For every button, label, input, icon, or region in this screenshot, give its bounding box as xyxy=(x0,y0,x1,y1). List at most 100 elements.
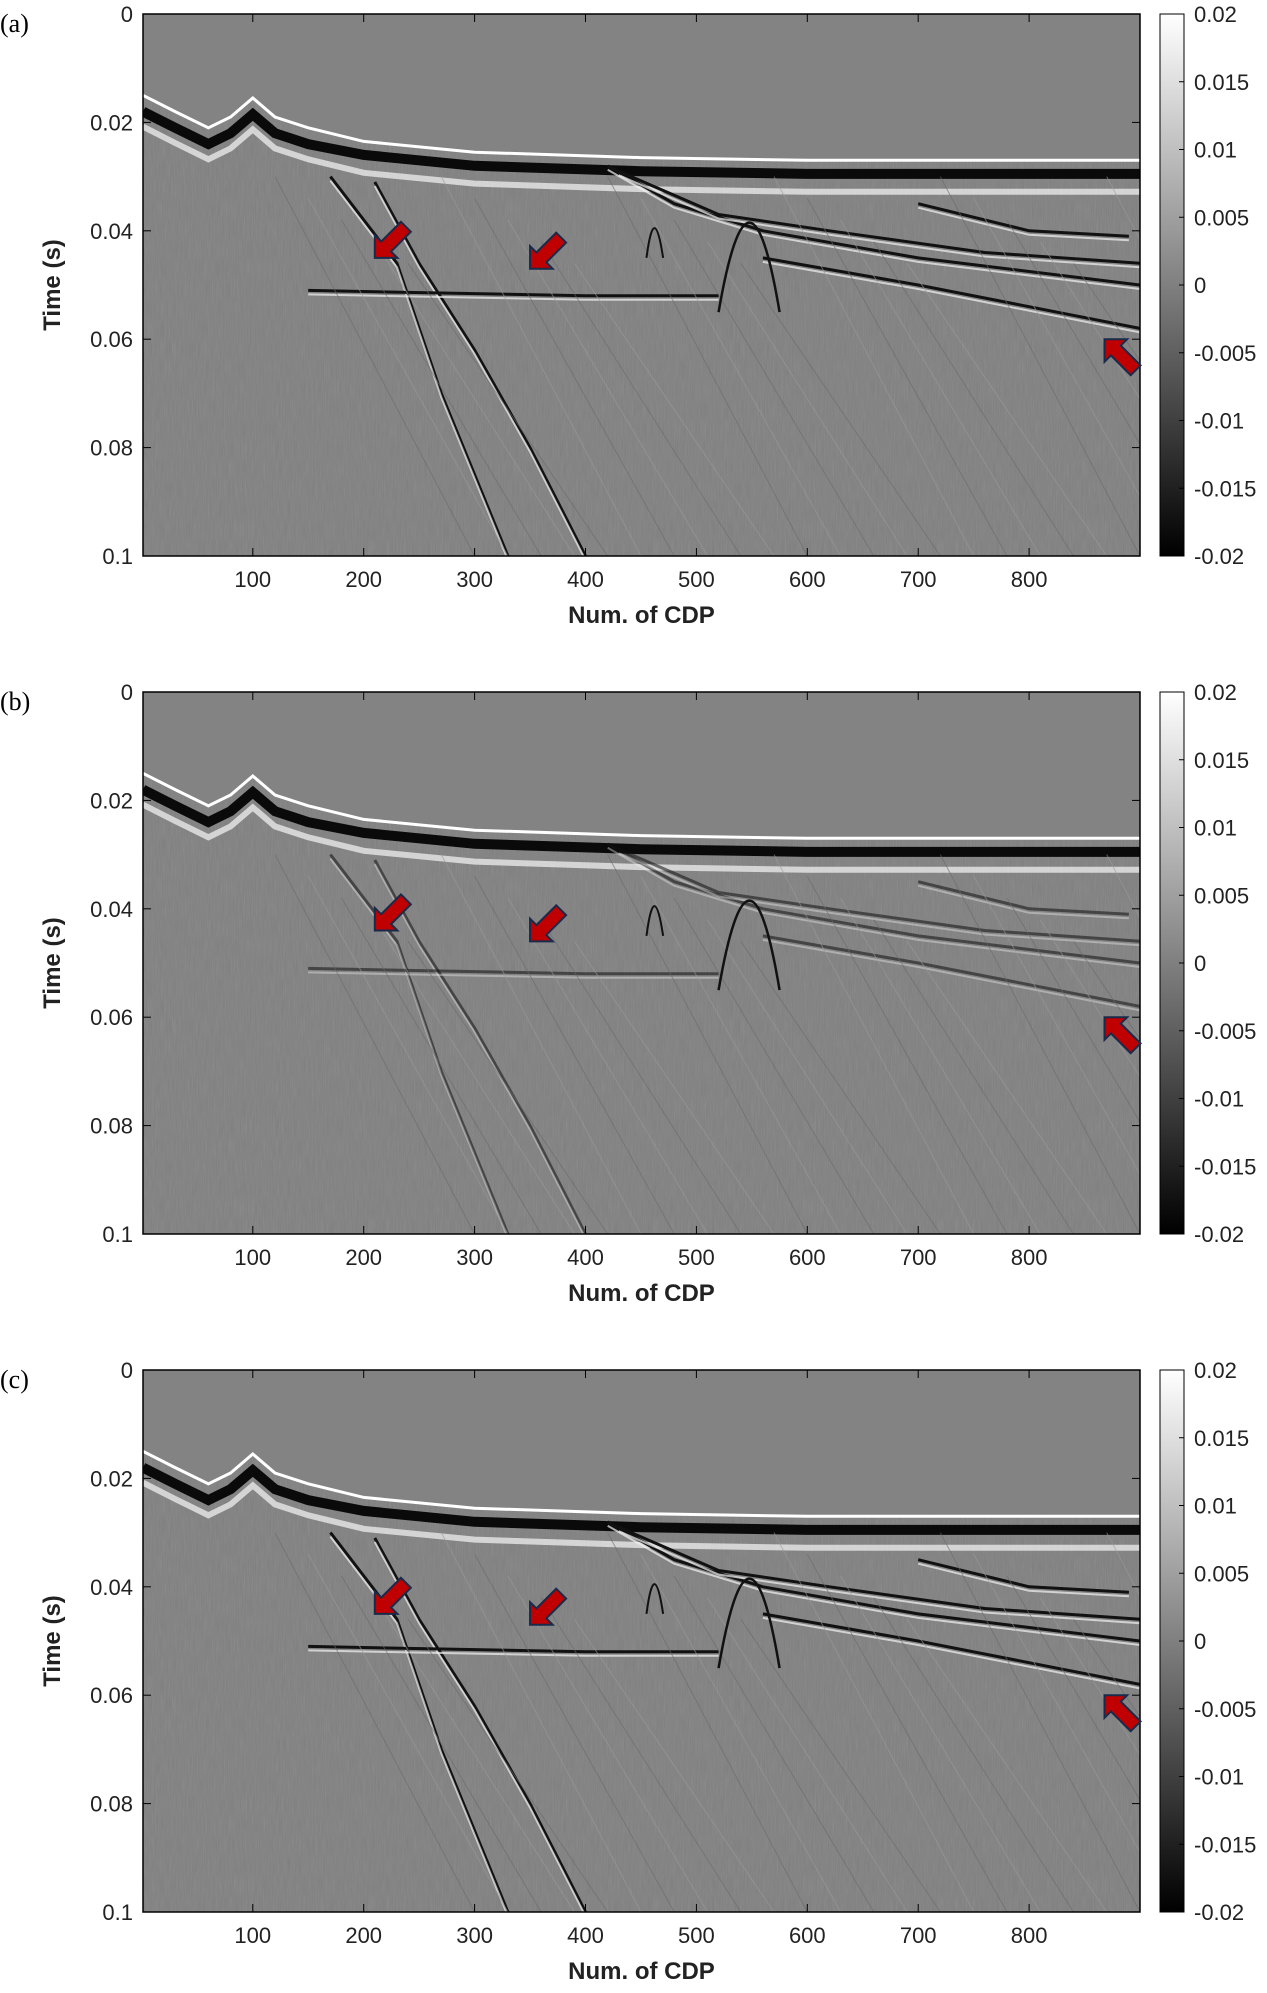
colorbar-tick-label: 0.01 xyxy=(1194,816,1237,841)
x-axis-title: Num. of CDP xyxy=(568,1958,715,1985)
reflection-event-lobe xyxy=(308,971,719,979)
y-tick-label: 0 xyxy=(121,2,133,27)
background-event xyxy=(341,1575,542,1912)
background-event xyxy=(474,876,675,1234)
background-event xyxy=(673,219,875,556)
x-tick-label: 100 xyxy=(234,567,271,592)
red-arrow-shape xyxy=(1103,1016,1142,1055)
y-tick-label: 0.04 xyxy=(90,1575,133,1600)
reflection-event-lobe xyxy=(308,1649,719,1657)
x-tick-label: 800 xyxy=(1011,567,1048,592)
background-event xyxy=(640,876,842,1234)
air-region xyxy=(143,14,1140,161)
x-tick-label: 400 xyxy=(567,567,604,592)
x-tick-label: 600 xyxy=(789,1245,826,1270)
background-event xyxy=(374,241,575,556)
reflection-event-lobe xyxy=(762,1616,1140,1690)
colorbar-tick-label: 0.02 xyxy=(1194,2,1237,27)
y-tick-label: 0.02 xyxy=(90,788,133,813)
panel-a: (a) 100 200 300 400 500 600 700 800 0 0.02 0.04 0.06… xyxy=(0,2,1256,629)
background-event xyxy=(374,919,575,1234)
colorbar-tick-label: -0.015 xyxy=(1194,476,1256,501)
reflection-event-lobe xyxy=(618,174,1140,269)
y-tick-label: 0.08 xyxy=(90,436,133,461)
reflection-event xyxy=(762,1612,1140,1686)
background-event xyxy=(873,241,1074,556)
background-event xyxy=(274,1532,476,1912)
y-axis-title: Time (s) xyxy=(39,239,66,331)
colorbar-tick-label: -0.005 xyxy=(1194,1019,1256,1044)
reflection-event-lobe xyxy=(762,260,1140,334)
background-event xyxy=(1006,1575,1140,1801)
plot-frame xyxy=(142,1369,1141,1913)
red-arrow-shape xyxy=(1103,338,1142,377)
red-arrow-shape xyxy=(373,893,413,932)
air-region xyxy=(143,692,1140,839)
reflection-event-lobe xyxy=(607,846,1140,968)
background-event xyxy=(307,198,509,556)
background-event xyxy=(707,919,908,1234)
background-event xyxy=(640,198,842,556)
x-tick-label: 200 xyxy=(345,567,382,592)
red-arrow xyxy=(1103,1694,1142,1733)
background-event xyxy=(407,263,609,556)
x-tick-label: 700 xyxy=(900,1923,937,1948)
background-event xyxy=(740,263,941,556)
first-break-black xyxy=(143,107,1140,179)
background-event xyxy=(773,176,975,556)
red-arrow xyxy=(529,903,568,943)
background-event xyxy=(806,1554,1008,1912)
background-event xyxy=(1073,263,1140,362)
red-arrow-shape xyxy=(373,1576,413,1615)
diffraction-event xyxy=(717,221,781,313)
background-event xyxy=(1039,919,1140,1078)
x-tick-label: 300 xyxy=(456,1923,493,1948)
first-break-black xyxy=(143,785,1140,857)
y-tick-label: 0.02 xyxy=(90,1466,133,1491)
x-tick-label: 200 xyxy=(345,1923,382,1948)
background-event xyxy=(906,263,1108,556)
red-arrow xyxy=(529,231,568,270)
background-event xyxy=(939,176,1140,556)
background-event xyxy=(1073,941,1140,1040)
background-event xyxy=(740,941,941,1234)
colorbar-tick-label: -0.005 xyxy=(1194,1697,1256,1722)
background-event xyxy=(1006,897,1140,1123)
y-tick-label: 0.06 xyxy=(90,1683,133,1708)
panel-label: (c) xyxy=(0,1365,29,1394)
plot-frame xyxy=(142,13,1141,557)
background-event xyxy=(873,1597,1074,1912)
reflection-event xyxy=(762,934,1140,1008)
colorbar-tick-label: 0.02 xyxy=(1194,680,1237,705)
background-event xyxy=(673,1575,875,1912)
reflection-event-lobe xyxy=(607,168,1140,290)
background-event xyxy=(274,854,476,1234)
reflection-event xyxy=(329,1531,510,1912)
reflection-event-lobe xyxy=(618,852,1140,947)
diffraction-event xyxy=(645,905,665,937)
background-event xyxy=(939,854,1140,1234)
reflection-event-lobe xyxy=(329,857,508,1234)
background-event xyxy=(707,241,908,556)
reflection-event xyxy=(762,256,1140,330)
reflection-event xyxy=(917,202,1129,238)
plot-frame xyxy=(142,691,1141,1235)
first-break-white xyxy=(143,771,1140,840)
background-event xyxy=(341,219,542,556)
x-tick-label: 700 xyxy=(900,567,937,592)
reflection-event xyxy=(308,1644,719,1654)
reflection-event xyxy=(606,164,1140,287)
y-tick-label: 0.08 xyxy=(90,1114,133,1139)
reflection-event-lobe xyxy=(917,206,1129,242)
reflection-event-lobe xyxy=(329,179,508,556)
background-event xyxy=(507,219,708,556)
background-event xyxy=(540,1597,742,1912)
colorbar-tick-label: -0.015 xyxy=(1194,1154,1256,1179)
background-event xyxy=(440,176,642,556)
background-event xyxy=(939,1532,1140,1912)
background-event xyxy=(1006,219,1140,445)
background-event xyxy=(806,876,1008,1234)
background-event xyxy=(407,941,609,1234)
red-arrow xyxy=(1103,1016,1142,1055)
